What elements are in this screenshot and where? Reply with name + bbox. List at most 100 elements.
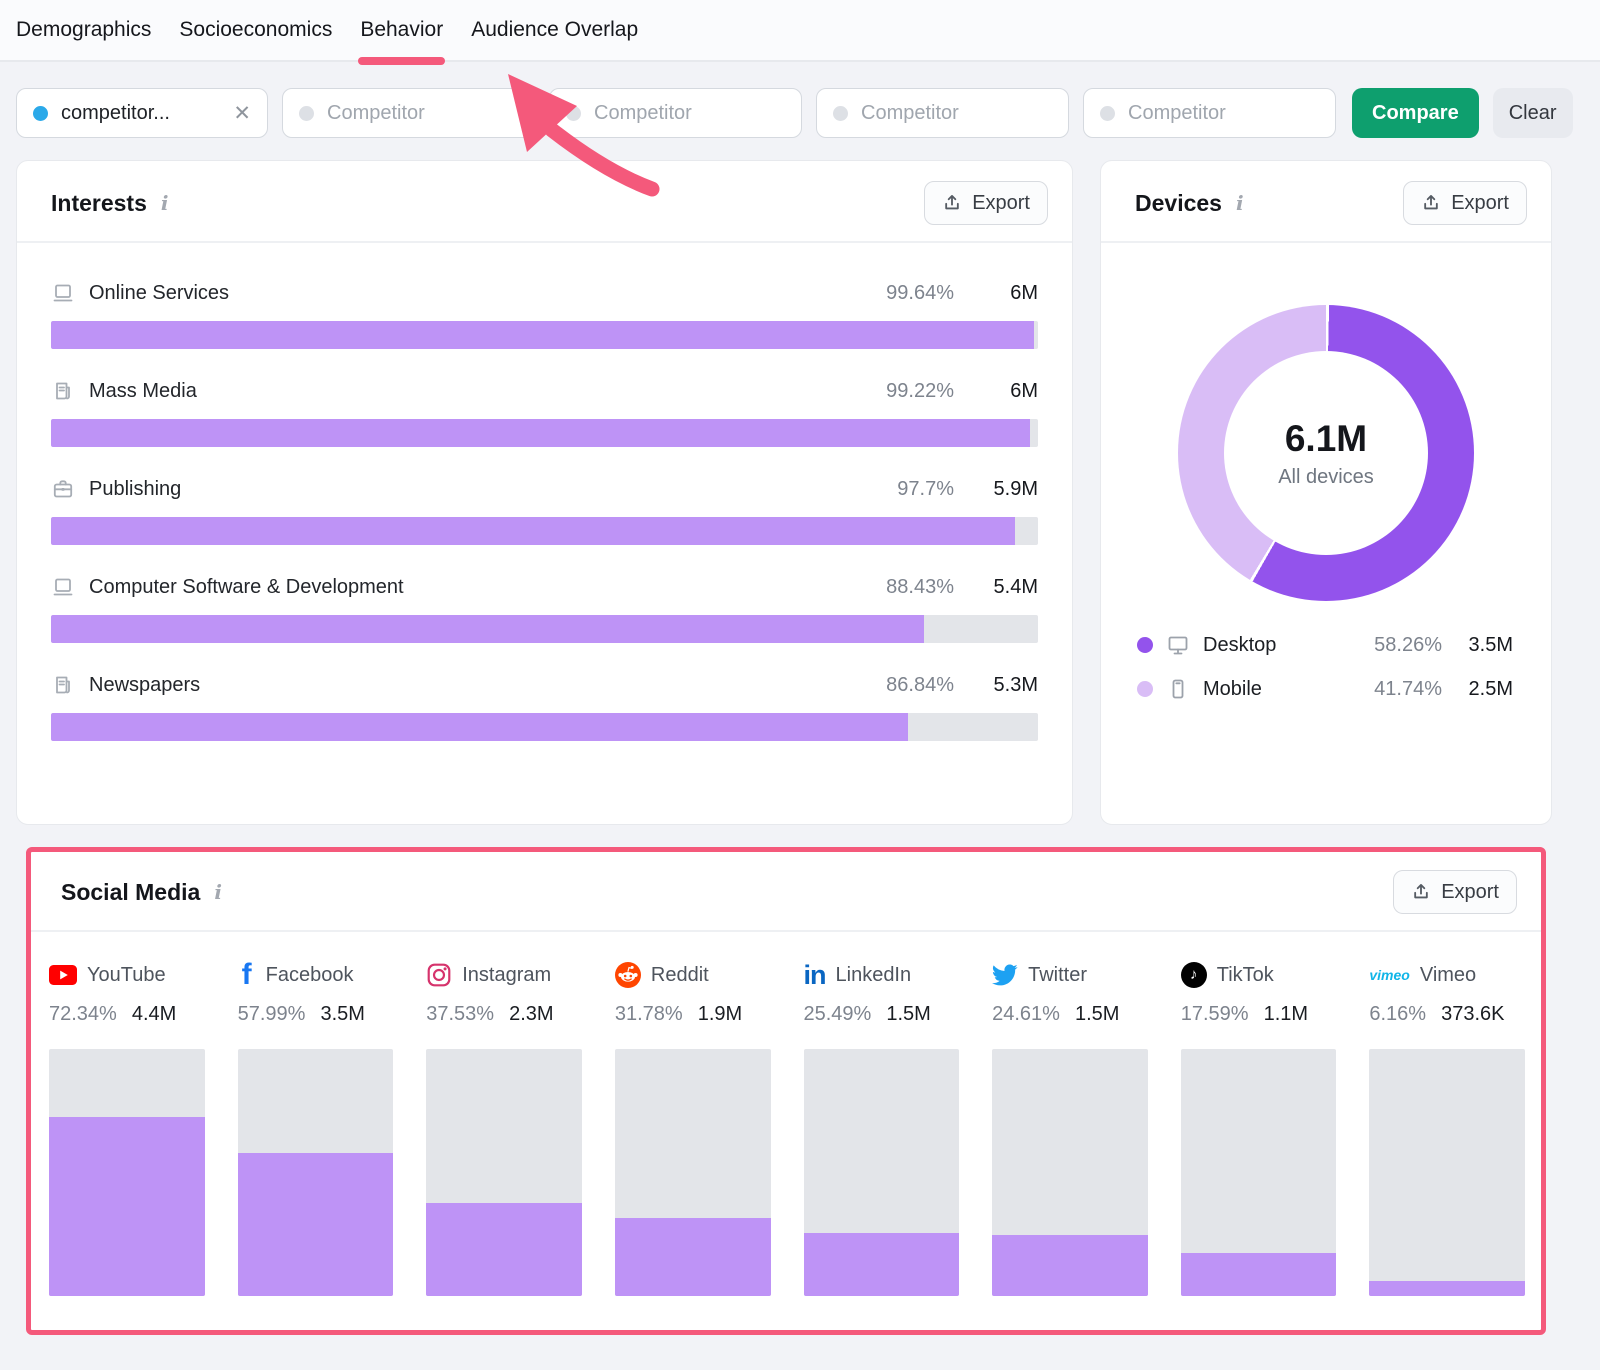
interest-row: Newspapers 86.84% 5.3M [51,643,1038,741]
legend-row-desktop: Desktop 58.26% 3.5M [1137,633,1513,657]
legend-percent: 58.26% [1374,633,1442,656]
vimeo-icon: vimeo [1369,967,1410,983]
export-label: Export [1451,191,1509,214]
platform-column-twitter: Twitter 24.61% 1.5M [992,932,1148,1296]
interest-bar-fill [51,615,924,643]
platform-bar-track [426,1049,582,1296]
competitor-input-field-1[interactable] [327,101,518,125]
info-icon[interactable]: i [160,191,169,215]
desktop-icon [1166,633,1190,657]
info-icon[interactable]: i [214,880,222,904]
interest-value: 6M [1010,281,1038,304]
platform-value: 3.5M [320,1003,365,1025]
competitor-input-2[interactable] [549,88,802,138]
monitor-icon [51,575,75,599]
platform-percent: 6.16% [1369,1003,1427,1025]
donut-total-label: All devices [1278,465,1374,488]
platform-bar-track [614,1049,771,1296]
interest-percent: 97.7% [897,477,954,500]
interest-percent: 99.64% [886,281,954,304]
platform-bar-fill [49,1117,205,1296]
platform-name: TikTok [1216,963,1274,986]
selected-competitor-chip[interactable]: competitor... ✕ [16,88,268,138]
platform-value: 2.3M [509,1003,554,1025]
interest-bar-track [51,419,1038,447]
platform-percent: 25.49% [803,1003,872,1025]
competitor-input-4[interactable] [1083,88,1336,138]
platform-bar-track [992,1049,1148,1296]
social-media-panel: Social Media i Export YouTube 72.34% 4.4… [26,847,1546,1335]
platform-column-tiktok: ♪ TikTok 17.59% 1.1M [1180,932,1337,1296]
tiktok-icon: ♪ [1180,962,1207,988]
platform-bar-fill [614,1217,771,1296]
competitor-input-field-2[interactable] [594,101,785,125]
platform-name: Instagram [462,963,552,986]
tab-audience-overlap[interactable]: Audience Overlap [471,18,639,41]
platform-bar-fill [426,1203,582,1296]
platform-value: 1.9M [697,1003,743,1025]
social-export-button[interactable]: Export [1393,870,1517,914]
interest-label: Publishing [89,477,182,500]
export-label: Export [972,191,1030,214]
interest-label: Online Services [89,281,230,304]
interest-percent: 99.22% [886,379,954,402]
platform-column-youtube: YouTube 72.34% 4.4M [49,932,205,1296]
tab-socioeconomics[interactable]: Socioeconomics [179,18,333,41]
platform-name: Reddit [650,963,709,986]
interest-bar-track [51,517,1038,545]
platform-bar-fill [1369,1280,1525,1296]
interest-row: Publishing 97.7% 5.9M [51,447,1038,545]
competitor-dot-icon [33,105,48,121]
remove-competitor-icon[interactable]: ✕ [233,101,251,125]
interest-bar-fill [51,517,1016,545]
platform-bar-fill [803,1233,960,1296]
interest-value: 5.9M [993,477,1038,500]
competitor-input-1[interactable] [282,88,535,138]
interest-row: Computer Software & Development 88.43% 5… [51,545,1038,643]
twitter-icon [992,962,1018,988]
platform-column-linkedin: in LinkedIn 25.49% 1.5M [803,932,960,1296]
platform-bar-fill [992,1235,1148,1296]
platform-column-instagram: Instagram 37.53% 2.3M [426,932,582,1296]
platform-name: YouTube [87,963,166,986]
interest-bar-fill [51,321,1035,349]
interest-row: Mass Media 99.22% 6M [51,349,1038,447]
platform-bar-track [49,1049,205,1296]
youtube-icon [49,965,77,985]
interest-value: 5.3M [993,673,1038,696]
interests-export-button[interactable]: Export [924,181,1048,225]
platform-percent: 24.61% [992,1003,1060,1025]
compare-button[interactable]: Compare [1352,88,1479,138]
social-media-title: Social Media [61,878,201,905]
legend-label: Mobile [1203,677,1262,700]
social-platforms-grid: YouTube 72.34% 4.4M f Facebook 57.99% 3.… [31,932,1541,1330]
upload-icon [1414,884,1428,899]
interest-bar-fill [51,419,1031,447]
competitor-input-3[interactable] [816,88,1069,138]
platform-value: 373.6K [1441,1003,1505,1025]
platform-percent: 17.59% [1180,1003,1249,1025]
info-icon[interactable]: i [1235,191,1244,215]
platform-bar-fill [1180,1252,1337,1296]
tab-behavior[interactable]: Behavior [358,1,446,65]
platform-value: 1.1M [1263,1003,1309,1025]
interest-bar-fill [51,713,909,741]
tab-demographics[interactable]: Demographics [16,18,152,41]
devices-title: Devices [1135,189,1222,216]
platform-percent: 37.53% [426,1003,495,1025]
competitor-input-field-4[interactable] [1128,101,1319,125]
devices-export-button[interactable]: Export [1403,181,1527,225]
clear-button[interactable]: Clear [1492,88,1573,138]
interests-title: Interests [51,189,147,216]
platform-column-reddit: Reddit 31.78% 1.9M [614,932,771,1296]
interest-label: Newspapers [89,673,201,696]
competitor-input-field-3[interactable] [861,101,1052,125]
platform-value: 4.4M [131,1003,177,1025]
platform-bar-track [1369,1049,1525,1296]
competitor-filter-row: competitor... ✕ Compare Clear [16,88,1584,138]
interest-bar-track [51,615,1038,643]
reddit-icon [614,962,641,988]
platform-bar-track [1180,1049,1337,1296]
legend-row-mobile: Mobile 41.74% 2.5M [1137,677,1513,701]
devices-donut-chart: 6.1M All devices [1178,305,1474,601]
